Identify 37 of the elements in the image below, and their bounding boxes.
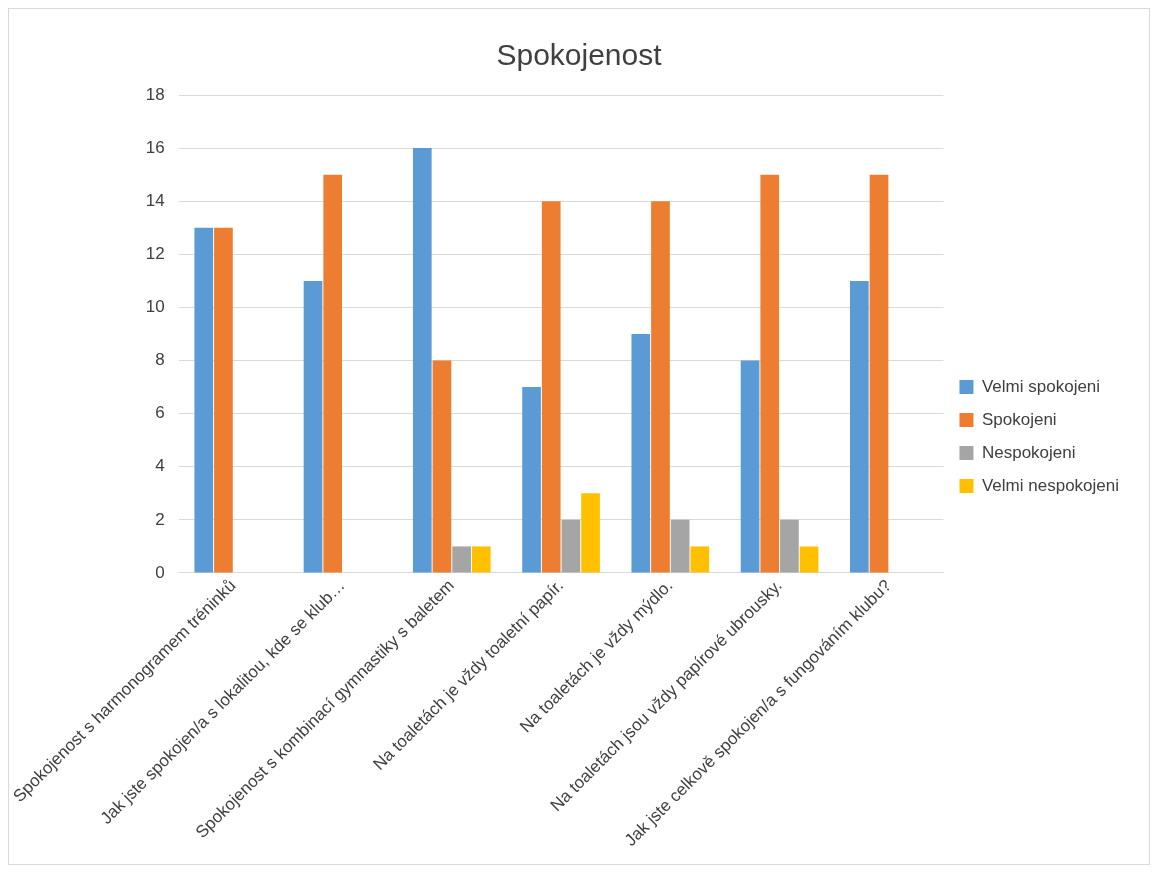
chart-title: Spokojenost — [496, 38, 663, 72]
bar — [740, 360, 760, 573]
bar — [651, 201, 670, 573]
bar — [760, 174, 780, 573]
bar — [869, 174, 889, 573]
bar — [214, 227, 233, 573]
y-tick-label: 10 — [145, 297, 165, 317]
y-tick-label: 18 — [145, 84, 165, 104]
bar — [581, 493, 600, 573]
y-tick-label: 12 — [145, 244, 165, 264]
y-tick-label: 4 — [155, 456, 165, 476]
legend-label: Velmi spokojeni — [981, 376, 1101, 396]
legend-label: Nespokojeni — [981, 442, 1076, 462]
y-tick-label: 2 — [155, 509, 165, 529]
legend-label: Velmi nespokojeni — [981, 475, 1119, 495]
bar — [690, 546, 710, 573]
y-tick-label: 16 — [145, 137, 165, 157]
bar — [780, 519, 799, 573]
bar — [670, 519, 690, 573]
legend-label: Spokojeni — [981, 409, 1057, 429]
y-tick-label: 8 — [155, 350, 165, 370]
y-tick-label: 6 — [155, 403, 165, 423]
bar — [194, 227, 214, 573]
bar — [471, 546, 491, 573]
bar — [631, 333, 651, 573]
bar — [561, 519, 581, 573]
bar — [452, 546, 471, 573]
bar — [522, 387, 541, 573]
y-tick-label: 0 — [155, 562, 165, 582]
bar — [323, 174, 343, 573]
bar — [412, 148, 432, 573]
bar — [799, 546, 819, 573]
bar — [432, 360, 452, 573]
bar — [850, 280, 869, 573]
bar — [541, 201, 561, 573]
bar — [303, 280, 323, 573]
y-tick-label: 14 — [145, 190, 165, 210]
